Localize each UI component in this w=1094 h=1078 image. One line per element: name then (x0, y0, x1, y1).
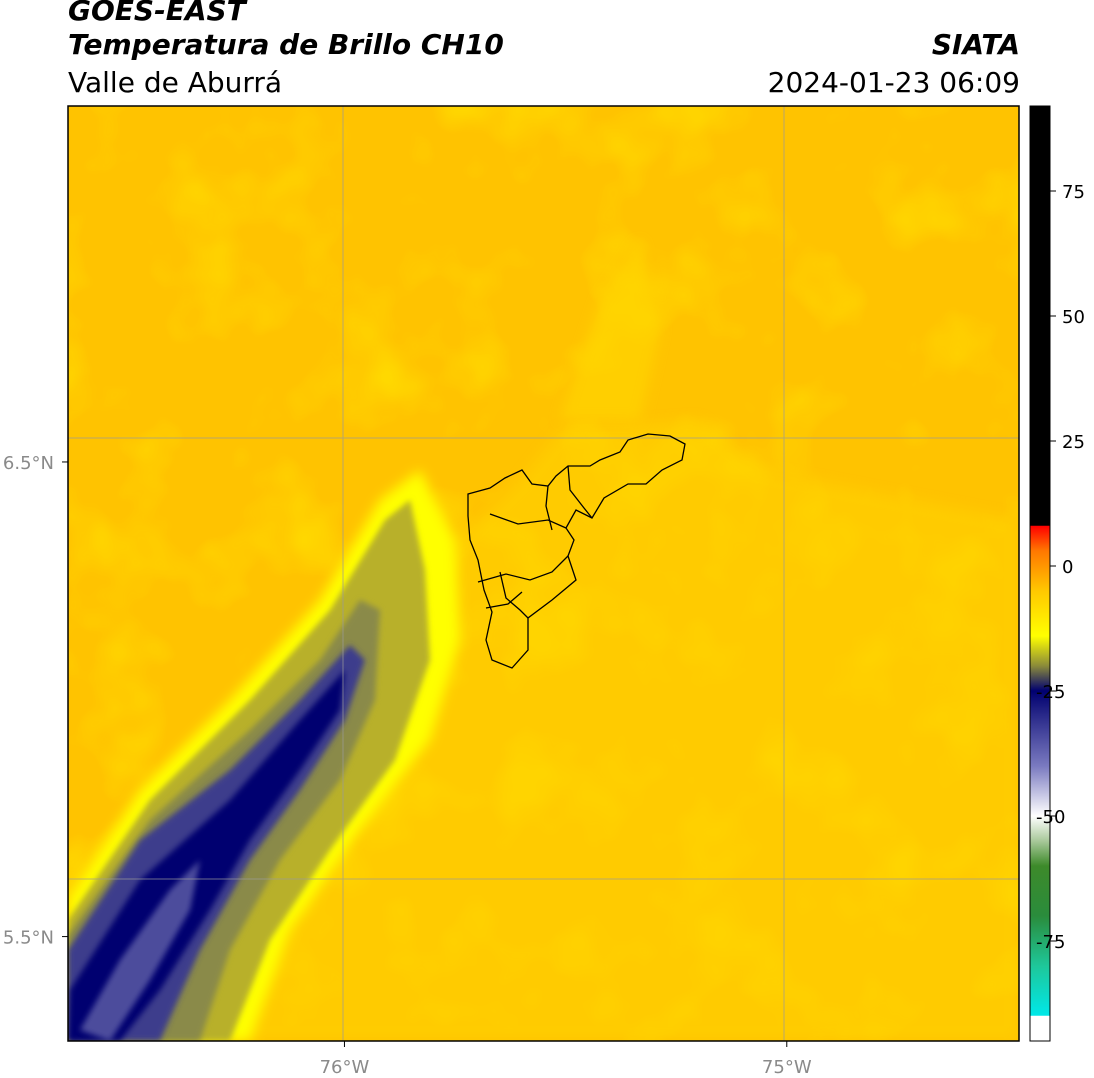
cold-core-lavender (80, 860, 200, 1041)
boundary-envigado (485, 591, 523, 609)
axis-labels: 76°W 75°W 6.5°N 5.5°N (3, 453, 812, 1078)
boundary-girardota (567, 465, 593, 519)
brightness-temperature-field (68, 106, 1019, 1041)
colorbar-ticks: 75 50 25 0 -25 -50 -75 (1036, 182, 1085, 953)
warm-tongue (560, 240, 660, 420)
colorbar-tick-label: -25 (1036, 682, 1065, 703)
product-title: Temperatura de Brillo CH10 (68, 28, 504, 61)
lat-label: 6.5°N (3, 453, 54, 474)
boundary-copacabana (545, 485, 553, 531)
timestamp-label: 2024-01-23 06:09 (767, 66, 1020, 99)
region-label: Valle de Aburrá (68, 66, 283, 99)
colorbar-tick-label: -50 (1036, 807, 1065, 828)
satellite-title: GOES-EAST (68, 0, 246, 27)
lon-label: 76°W (320, 1057, 370, 1078)
colorbar-scale (1029, 105, 1051, 1042)
colorbar-tick-label: 25 (1062, 432, 1085, 453)
valley-outer-boundary (467, 433, 686, 669)
colorbar-tick-label: 75 (1062, 182, 1085, 203)
colorbar-tick-label: -75 (1036, 932, 1065, 953)
boundary-medellin (477, 555, 569, 583)
aburra-valley-boundaries (467, 433, 686, 669)
colorbar-tick-label: 0 (1062, 557, 1073, 578)
boundary-itagui (499, 571, 529, 619)
gridlines (68, 106, 1019, 1041)
colorbar: 75 50 25 0 -25 -50 -75 (1029, 105, 1085, 1042)
map-frame (67, 105, 1020, 1042)
lon-label: 75°W (762, 1057, 812, 1078)
boundary-bello (489, 513, 567, 529)
lat-label: 5.5°N (3, 928, 54, 949)
agency-label: SIATA (931, 28, 1020, 61)
colorbar-tick-label: 50 (1062, 307, 1085, 328)
